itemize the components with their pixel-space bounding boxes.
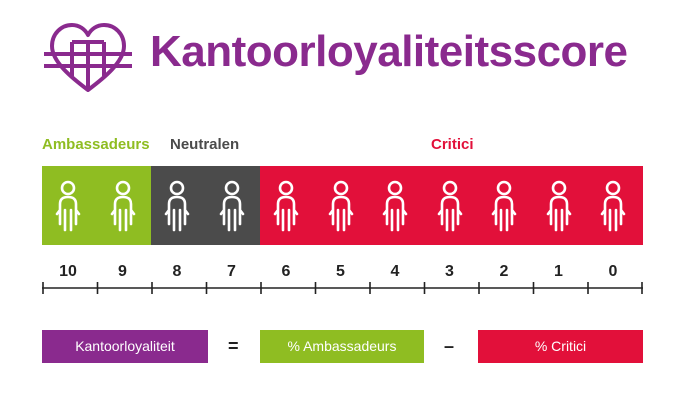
formula-critici-box: % Critici xyxy=(478,330,643,363)
person-icon xyxy=(109,180,137,232)
formula-ambassadeurs-box: % Ambassadeurs xyxy=(260,330,424,363)
heart-logo-icon xyxy=(44,23,132,92)
scale-number: 4 xyxy=(390,263,400,280)
person-icon xyxy=(163,180,191,232)
segment-critici xyxy=(260,166,643,245)
scale-number: 7 xyxy=(227,263,236,280)
person-icon xyxy=(381,180,409,232)
group-label-neutralen: Neutralen xyxy=(170,136,240,153)
person-icon xyxy=(490,180,518,232)
person-icon xyxy=(218,180,246,232)
scale-number: 2 xyxy=(499,263,509,280)
scale-number: 3 xyxy=(445,263,454,280)
person-icon xyxy=(599,180,627,232)
person-icon xyxy=(272,180,300,232)
scale-number: 1 xyxy=(554,263,563,280)
equals-sign: = xyxy=(228,336,239,356)
person-icon xyxy=(54,180,82,232)
scale-axis xyxy=(42,282,643,294)
person-icon xyxy=(327,180,355,232)
scale-number: 0 xyxy=(608,263,618,280)
scale-number: 6 xyxy=(281,263,291,280)
group-label-ambassadeurs: Ambassadeurs xyxy=(42,136,150,153)
group-label-critici: Critici xyxy=(431,136,474,153)
scale-number: 10 xyxy=(59,263,77,280)
page-title: Kantoorloyaliteitsscore xyxy=(150,27,628,76)
scale-number: 5 xyxy=(336,263,345,280)
person-icon xyxy=(545,180,573,232)
minus-sign: – xyxy=(444,336,455,356)
scale-number: 9 xyxy=(118,263,127,280)
person-icon xyxy=(436,180,464,232)
formula-result-box: Kantoorloyaliteit xyxy=(42,330,208,363)
scale-number: 8 xyxy=(172,263,182,280)
score-band xyxy=(42,166,643,245)
